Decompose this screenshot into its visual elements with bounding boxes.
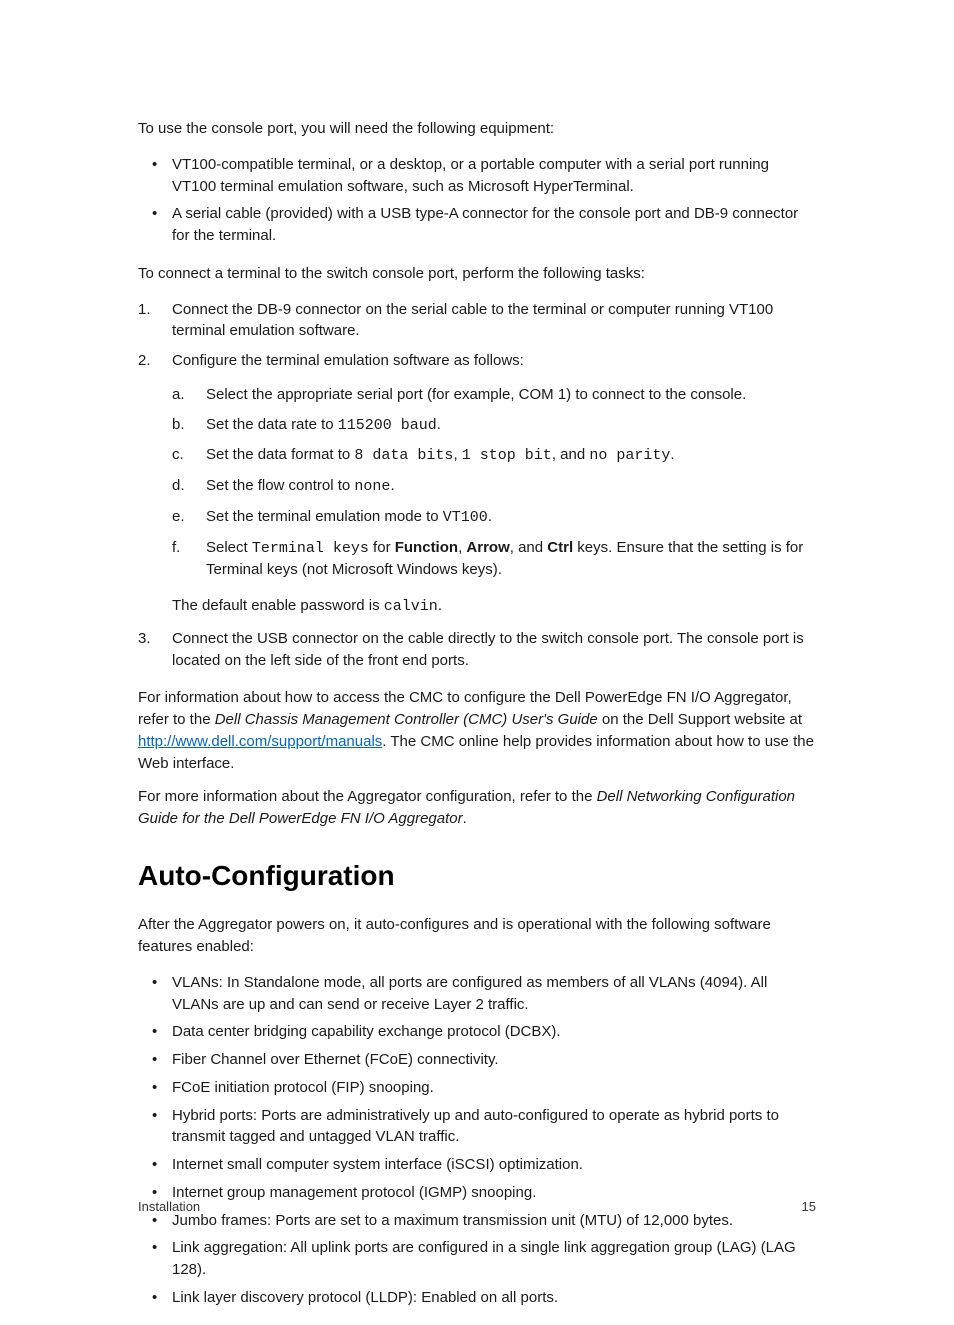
- substep-letter: a.: [172, 384, 185, 406]
- feature-item: Link aggregation: All uplink ports are c…: [160, 1237, 816, 1281]
- substep-letter: b.: [172, 414, 185, 436]
- connect-intro: To connect a terminal to the switch cons…: [138, 263, 816, 285]
- mono-text: calvin: [384, 598, 438, 615]
- mono-text: no parity: [589, 447, 670, 464]
- substeps-list: a. Select the appropriate serial port (f…: [172, 384, 816, 581]
- footer-page-number: 15: [802, 1198, 816, 1217]
- section-heading: Auto-Configuration: [138, 856, 816, 897]
- step-text: Connect the USB connector on the cable d…: [172, 630, 804, 669]
- substep-text: Set the terminal emulation mode to VT100…: [206, 508, 492, 525]
- step-text: Configure the terminal emulation softwar…: [172, 352, 524, 369]
- feature-item: Fiber Channel over Ethernet (FCoE) conne…: [160, 1049, 816, 1071]
- page-content: To use the console port, you will need t…: [0, 0, 954, 1309]
- substep-letter: d.: [172, 475, 185, 497]
- equipment-item: VT100-compatible terminal, or a desktop,…: [160, 154, 816, 198]
- italic-text: Dell Chassis Management Controller (CMC)…: [215, 711, 598, 728]
- footer-section: Installation: [138, 1198, 200, 1217]
- substep-letter: c.: [172, 444, 184, 466]
- cmc-paragraph-1: For information about how to access the …: [138, 687, 816, 774]
- feature-item: Internet small computer system interface…: [160, 1154, 816, 1176]
- feature-item: FCoE initiation protocol (FIP) snooping.: [160, 1077, 816, 1099]
- substep-text: Set the flow control to none.: [206, 477, 395, 494]
- bold-text: Function: [395, 539, 458, 556]
- equipment-list: VT100-compatible terminal, or a desktop,…: [138, 154, 816, 247]
- bold-text: Arrow: [466, 539, 509, 556]
- substep-c: c. Set the data format to 8 data bits, 1…: [172, 444, 816, 467]
- cmc-paragraph-2: For more information about the Aggregato…: [138, 786, 816, 830]
- step-number: 1.: [138, 299, 151, 321]
- steps-list: 1. Connect the DB-9 connector on the ser…: [138, 299, 816, 672]
- substep-text: Set the data format to 8 data bits, 1 st…: [206, 446, 675, 463]
- step-number: 3.: [138, 628, 151, 650]
- step-number: 2.: [138, 350, 151, 372]
- feature-item: Data center bridging capability exchange…: [160, 1021, 816, 1043]
- default-password-note: The default enable password is calvin.: [172, 595, 816, 618]
- step-2: 2. Configure the terminal emulation soft…: [138, 350, 816, 618]
- mono-text: none: [354, 478, 390, 495]
- feature-item: VLANs: In Standalone mode, all ports are…: [160, 972, 816, 1016]
- substep-text: Select the appropriate serial port (for …: [206, 386, 746, 403]
- substep-text: Set the data rate to 115200 baud.: [206, 416, 441, 433]
- step-1: 1. Connect the DB-9 connector on the ser…: [138, 299, 816, 343]
- feature-item: Link layer discovery protocol (LLDP): En…: [160, 1287, 816, 1309]
- substep-letter: e.: [172, 506, 185, 528]
- substep-d: d. Set the flow control to none.: [172, 475, 816, 498]
- bold-text: Ctrl: [547, 539, 573, 556]
- auto-intro: After the Aggregator powers on, it auto-…: [138, 914, 816, 958]
- mono-text: 8 data bits: [354, 447, 453, 464]
- support-link[interactable]: http://www.dell.com/support/manuals: [138, 733, 382, 750]
- equipment-item: A serial cable (provided) with a USB typ…: [160, 203, 816, 247]
- mono-text: VT100: [443, 509, 488, 526]
- substep-b: b. Set the data rate to 115200 baud.: [172, 414, 816, 437]
- substep-e: e. Set the terminal emulation mode to VT…: [172, 506, 816, 529]
- intro-text: To use the console port, you will need t…: [138, 118, 816, 140]
- step-text: Connect the DB-9 connector on the serial…: [172, 301, 773, 340]
- substep-a: a. Select the appropriate serial port (f…: [172, 384, 816, 406]
- step-3: 3. Connect the USB connector on the cabl…: [138, 628, 816, 672]
- substep-f: f. Select Terminal keys for Function, Ar…: [172, 537, 816, 582]
- page-footer: Installation 15: [138, 1198, 816, 1217]
- features-list: VLANs: In Standalone mode, all ports are…: [138, 972, 816, 1309]
- mono-text: Terminal keys: [252, 540, 369, 557]
- substep-text: Select Terminal keys for Function, Arrow…: [206, 539, 803, 579]
- mono-text: 115200 baud: [338, 417, 437, 434]
- mono-text: 1 stop bit: [462, 447, 552, 464]
- substep-letter: f.: [172, 537, 180, 559]
- feature-item: Hybrid ports: Ports are administratively…: [160, 1105, 816, 1149]
